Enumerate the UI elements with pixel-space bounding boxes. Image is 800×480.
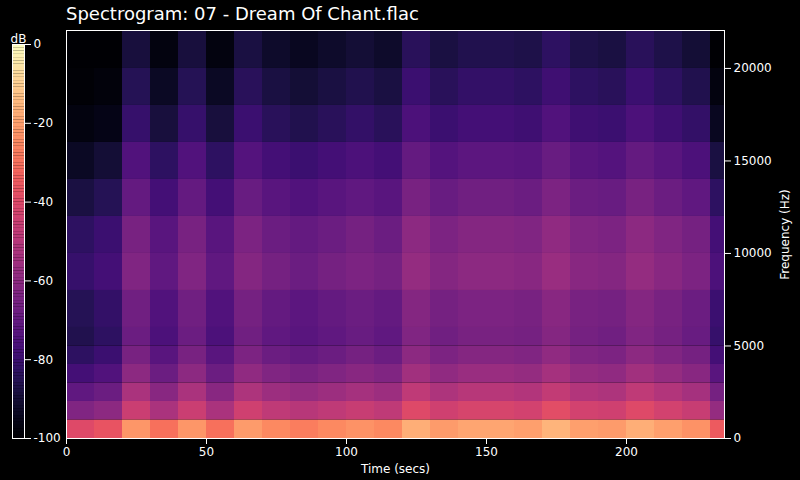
svg-text:dB: dB [11,32,27,46]
svg-text:Frequency (Hz): Frequency (Hz) [778,189,792,280]
svg-text:0: 0 [63,445,71,459]
html-text:Spectrogram: 07 - Dream Of Cha: Spectrogram: 07 - Dream Of Chant.flac [66,3,419,24]
svg-text:-20: -20 [34,116,54,130]
svg-text:50: 50 [199,445,214,459]
svg-text:100: 100 [335,445,358,459]
svg-text:-80: -80 [34,353,54,367]
svg-text:150: 150 [475,445,498,459]
svg-text:200: 200 [615,445,638,459]
svg-text:0: 0 [34,37,42,51]
svg-text:20000: 20000 [734,61,772,75]
svg-text:15000: 15000 [734,154,772,168]
svg-text:-100: -100 [34,431,61,445]
svg-text:-60: -60 [34,274,54,288]
svg-text:5000: 5000 [734,339,765,353]
svg-text:10000: 10000 [734,246,772,260]
svg-text:Time (secs): Time (secs) [360,462,430,476]
svg-text:-40: -40 [34,195,54,209]
svg-text:0: 0 [734,431,742,445]
